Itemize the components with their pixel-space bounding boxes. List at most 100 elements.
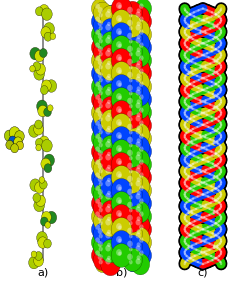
Circle shape — [127, 241, 133, 247]
Circle shape — [107, 22, 111, 26]
Circle shape — [104, 174, 117, 189]
Circle shape — [99, 247, 103, 251]
Circle shape — [122, 79, 142, 103]
Circle shape — [34, 199, 44, 212]
Circle shape — [107, 100, 111, 104]
Circle shape — [91, 77, 108, 96]
Circle shape — [101, 149, 121, 172]
Circle shape — [95, 250, 100, 256]
Circle shape — [105, 167, 111, 174]
Circle shape — [118, 187, 122, 191]
Circle shape — [38, 237, 48, 248]
Circle shape — [127, 124, 133, 130]
Circle shape — [136, 180, 141, 187]
Circle shape — [33, 193, 41, 202]
Circle shape — [91, 12, 108, 31]
Circle shape — [127, 202, 133, 208]
Circle shape — [137, 151, 141, 156]
Circle shape — [116, 132, 122, 139]
Circle shape — [93, 28, 112, 50]
Circle shape — [104, 31, 117, 47]
Circle shape — [98, 85, 103, 91]
Circle shape — [93, 106, 112, 128]
Circle shape — [111, 231, 132, 254]
Circle shape — [115, 1, 128, 16]
Circle shape — [137, 8, 141, 13]
Circle shape — [98, 163, 103, 169]
Circle shape — [129, 91, 133, 95]
Circle shape — [135, 12, 152, 31]
Circle shape — [116, 171, 122, 178]
Circle shape — [135, 116, 152, 135]
Circle shape — [91, 207, 108, 226]
Circle shape — [91, 25, 108, 44]
Circle shape — [116, 119, 122, 126]
Circle shape — [127, 228, 133, 234]
Circle shape — [115, 79, 128, 94]
Circle shape — [116, 145, 122, 152]
Circle shape — [44, 239, 51, 248]
Circle shape — [44, 32, 52, 41]
Circle shape — [104, 70, 117, 85]
Circle shape — [93, 2, 112, 24]
Circle shape — [137, 73, 141, 78]
Circle shape — [104, 96, 117, 112]
Circle shape — [116, 236, 122, 243]
Circle shape — [127, 33, 133, 39]
Circle shape — [115, 157, 128, 172]
Circle shape — [129, 13, 133, 17]
Circle shape — [93, 249, 112, 271]
Circle shape — [126, 256, 139, 272]
Circle shape — [127, 72, 133, 78]
Circle shape — [98, 20, 103, 26]
Circle shape — [104, 252, 117, 268]
Circle shape — [133, 186, 148, 203]
Circle shape — [131, 227, 150, 249]
Circle shape — [99, 234, 103, 238]
Circle shape — [107, 243, 111, 247]
Circle shape — [107, 191, 111, 195]
Circle shape — [105, 102, 111, 108]
Circle shape — [139, 237, 144, 243]
Circle shape — [136, 220, 141, 225]
Circle shape — [105, 89, 111, 95]
Circle shape — [136, 193, 141, 199]
Circle shape — [104, 83, 117, 99]
Circle shape — [95, 185, 100, 191]
Circle shape — [131, 162, 150, 184]
Circle shape — [95, 126, 110, 143]
Circle shape — [135, 77, 152, 96]
Circle shape — [118, 96, 122, 100]
Circle shape — [34, 255, 43, 267]
Circle shape — [133, 4, 148, 21]
Circle shape — [98, 7, 103, 13]
Circle shape — [39, 136, 49, 147]
Circle shape — [139, 68, 144, 74]
Circle shape — [95, 3, 100, 9]
Circle shape — [118, 31, 122, 35]
Text: b): b) — [116, 268, 127, 278]
Circle shape — [129, 39, 133, 43]
Circle shape — [101, 45, 121, 68]
Circle shape — [101, 6, 121, 29]
Circle shape — [111, 204, 132, 228]
Circle shape — [122, 222, 142, 245]
Circle shape — [116, 249, 122, 256]
Circle shape — [131, 97, 150, 119]
Circle shape — [115, 14, 128, 29]
Circle shape — [127, 176, 133, 182]
Circle shape — [129, 182, 133, 186]
Circle shape — [118, 148, 122, 152]
Circle shape — [126, 166, 139, 181]
Circle shape — [116, 2, 122, 9]
Circle shape — [98, 176, 103, 182]
Circle shape — [42, 8, 52, 20]
Circle shape — [37, 100, 47, 112]
Circle shape — [133, 69, 148, 86]
Circle shape — [99, 182, 103, 186]
Circle shape — [33, 62, 41, 71]
Circle shape — [107, 87, 111, 91]
Circle shape — [115, 222, 128, 237]
Circle shape — [122, 170, 142, 193]
Circle shape — [139, 133, 144, 139]
